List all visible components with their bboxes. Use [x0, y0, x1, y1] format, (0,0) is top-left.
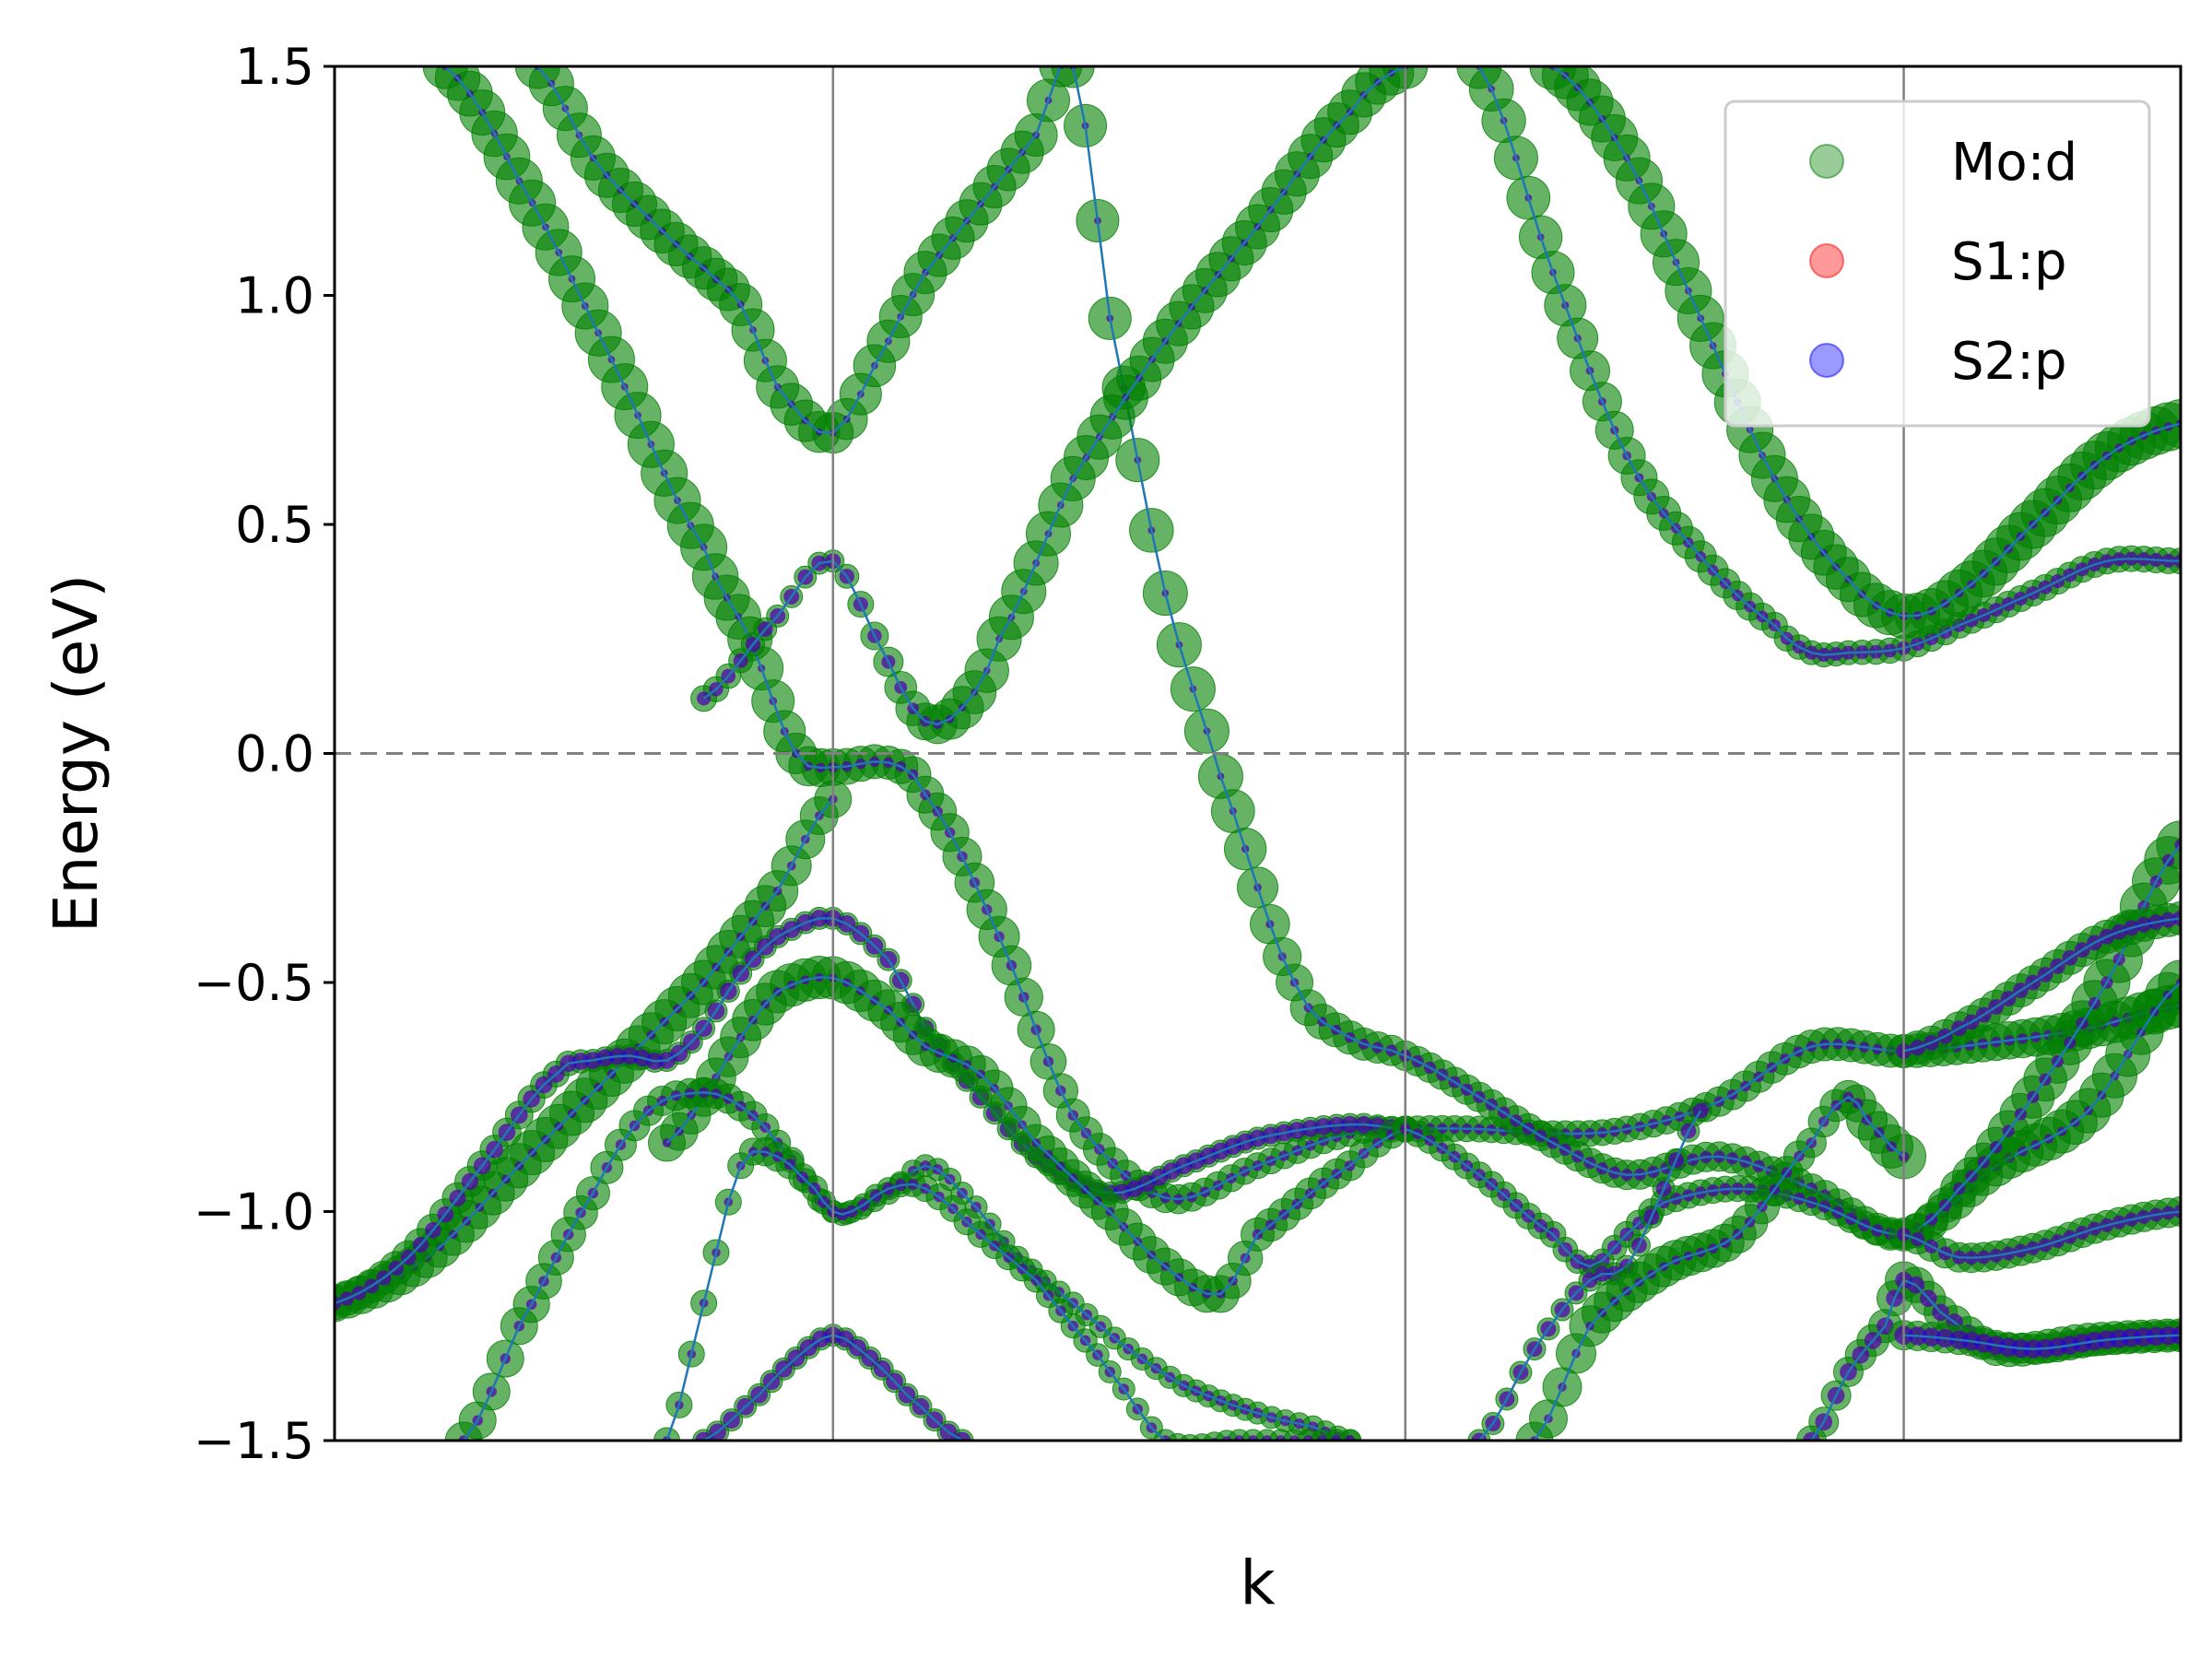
- band-line: [1903, 917, 2181, 1053]
- mo-d-point: [653, 1427, 681, 1441]
- band-14: [1515, 1079, 1927, 1441]
- band-8: [653, 1136, 1362, 1441]
- band-line: [665, 976, 1406, 1296]
- band-line: [1903, 1334, 2181, 1350]
- x-axis-label: k: [1240, 1547, 1276, 1618]
- y-tick-label: 1.0: [235, 267, 314, 325]
- y-axis-label: Energy (eV): [41, 574, 112, 933]
- band-16: [1888, 1320, 2181, 1365]
- y-tick-label: 0.5: [235, 496, 314, 554]
- mo-d-point: [1051, 66, 1095, 88]
- legend: Mo:d S1:p S2:p: [1724, 100, 2151, 428]
- y-tick-label: 0.0: [235, 725, 314, 783]
- band-6: [648, 955, 1419, 1313]
- band-3: [514, 66, 2181, 1252]
- s1-p-point: [1188, 1440, 1192, 1441]
- legend-label: Mo:d: [1951, 133, 2077, 193]
- legend-label: S2:p: [1951, 332, 2067, 392]
- band-line: [1477, 66, 2181, 656]
- band-line: [444, 66, 2181, 1201]
- mo-d-point: [1338, 1429, 1362, 1441]
- band-line: [1477, 1110, 1702, 1441]
- band-line: [335, 917, 1406, 1305]
- band-marks: [335, 66, 2181, 1441]
- s2-p-point: [1692, 1102, 1709, 1119]
- y-tick-label: 1.5: [235, 38, 314, 96]
- band-4: [690, 66, 1429, 745]
- y-tick-label: −1.0: [194, 1183, 314, 1241]
- legend-box: [1724, 100, 2151, 428]
- s2-p-point: [1188, 1440, 1192, 1441]
- band-line: [1533, 1095, 1905, 1441]
- band-9: [692, 1324, 974, 1441]
- band-line: [1552, 66, 2181, 618]
- s2-p-point: [335, 1296, 342, 1311]
- mo-d-point: [2156, 820, 2181, 870]
- legend-label: S1:p: [1951, 232, 2067, 292]
- band-line: [702, 66, 1406, 726]
- band-13: [1467, 1099, 1712, 1441]
- legend-marker: [1809, 144, 1844, 179]
- band-18: [1887, 900, 2181, 1069]
- y-axis: −1.5 −1.0 −0.5 0.0 0.5 1.0 1.5: [194, 38, 335, 1470]
- band-11: [1529, 66, 2181, 639]
- y-tick-label: −0.5: [194, 954, 314, 1012]
- legend-marker: [1809, 243, 1844, 278]
- band-line: [665, 1150, 1350, 1441]
- y-tick-label: −1.5: [194, 1412, 314, 1470]
- band-17: [1888, 1196, 2181, 1274]
- legend-marker: [1809, 343, 1844, 378]
- band-line: [1903, 1210, 2181, 1259]
